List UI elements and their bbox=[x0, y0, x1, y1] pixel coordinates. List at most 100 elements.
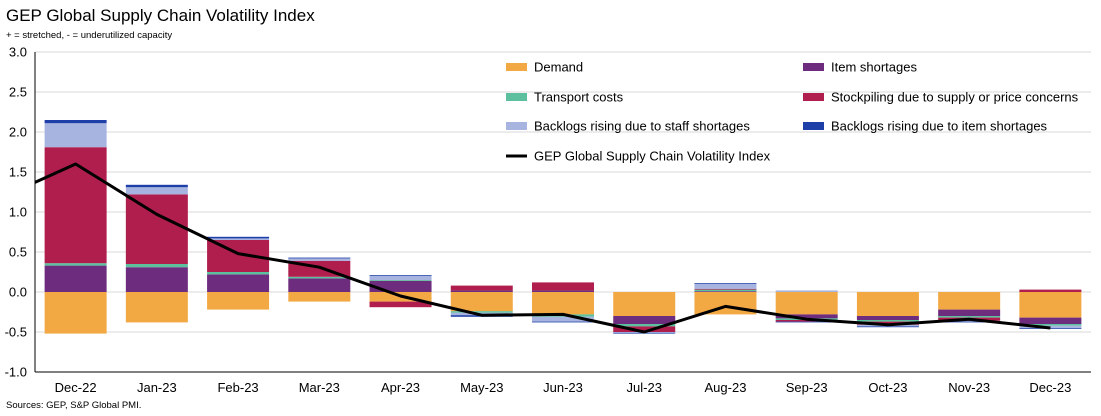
bar-segment bbox=[694, 289, 757, 292]
y-tick-label: 2.0 bbox=[9, 125, 27, 140]
bar-segment bbox=[125, 187, 188, 195]
legend-swatch bbox=[506, 122, 527, 130]
bar-segment bbox=[532, 290, 594, 292]
x-tick-label: Aug-23 bbox=[705, 380, 747, 395]
bar-segment bbox=[775, 290, 838, 292]
bar-segment bbox=[532, 282, 594, 291]
legend-label: GEP Global Supply Chain Volatility Index bbox=[534, 149, 771, 164]
legend-swatch bbox=[506, 93, 527, 101]
bar-segment bbox=[1019, 289, 1082, 292]
bar-segment bbox=[207, 272, 270, 275]
bar-segment bbox=[369, 280, 432, 281]
bar-segment bbox=[532, 321, 594, 323]
bar-segment bbox=[694, 291, 757, 292]
bar-segment bbox=[450, 285, 513, 291]
legend-swatch bbox=[803, 93, 824, 101]
y-tick-label: -1.0 bbox=[5, 365, 27, 380]
bar-segment bbox=[856, 321, 919, 325]
bar-segment bbox=[450, 292, 513, 312]
index-line bbox=[34, 162, 1051, 334]
legend-label: Item shortages bbox=[831, 60, 917, 75]
bar-segment bbox=[125, 194, 188, 264]
legend-label: Backlogs rising due to staff shortages bbox=[534, 119, 750, 134]
bar-segment bbox=[369, 280, 432, 292]
bar-segment bbox=[938, 309, 1001, 316]
bar-segment bbox=[44, 263, 107, 266]
bar-segment bbox=[694, 288, 757, 290]
bar-segment bbox=[288, 278, 351, 292]
bar-segment bbox=[775, 321, 838, 323]
x-tick-label: Oct-23 bbox=[868, 380, 907, 395]
x-tick-label: Feb-23 bbox=[217, 380, 258, 395]
bar-segment bbox=[207, 236, 270, 239]
bar-segment bbox=[938, 316, 1001, 318]
bar-segment bbox=[775, 320, 838, 322]
bar-segment bbox=[369, 301, 432, 308]
bar-segment bbox=[532, 316, 594, 322]
bar-segment bbox=[44, 120, 107, 124]
legend-label: Backlogs rising due to item shortages bbox=[831, 119, 1048, 134]
bar-segment bbox=[1019, 292, 1082, 318]
bar-segment bbox=[694, 284, 757, 289]
bar-segment bbox=[613, 326, 676, 332]
bar-segment bbox=[207, 292, 270, 310]
x-tick-label: Sep-23 bbox=[786, 380, 828, 395]
bar-segment bbox=[613, 292, 676, 316]
bar-segment bbox=[125, 292, 188, 323]
y-tick-label: 1.0 bbox=[9, 205, 27, 220]
bar-segment bbox=[125, 267, 188, 292]
legend-label: Demand bbox=[534, 60, 583, 75]
y-tick-label: 1.5 bbox=[9, 165, 27, 180]
chart-source: Sources: GEP, S&P Global PMI. bbox=[6, 400, 142, 411]
bar-segment bbox=[856, 292, 919, 316]
bar-segment bbox=[288, 258, 351, 261]
y-tick-label: 0.0 bbox=[9, 285, 27, 300]
bar-segment bbox=[1019, 324, 1082, 326]
bar-segment bbox=[1019, 328, 1082, 329]
y-tick-label: 2.5 bbox=[9, 85, 27, 100]
bar-segment bbox=[856, 326, 919, 328]
x-tick-label: Nov-23 bbox=[948, 380, 990, 395]
bar-segment bbox=[207, 238, 270, 240]
bar-segment bbox=[44, 292, 107, 334]
bar-segment bbox=[450, 311, 513, 313]
chart-subtitle: + = stretched, - = underutilized capacit… bbox=[6, 30, 173, 41]
x-tick-label: Jan-23 bbox=[137, 380, 177, 395]
y-tick-label: 0.5 bbox=[9, 245, 27, 260]
bar-segment bbox=[44, 147, 107, 264]
bar-segment bbox=[856, 320, 919, 322]
x-tick-label: May-23 bbox=[460, 380, 503, 395]
bar-segment bbox=[532, 292, 594, 315]
bar-segment bbox=[856, 316, 919, 320]
bar-segment bbox=[44, 265, 107, 292]
y-tick-label: -0.5 bbox=[5, 325, 27, 340]
bar-segment bbox=[775, 292, 838, 315]
legend-label: Stockpiling due to supply or price conce… bbox=[831, 90, 1079, 105]
bar-segment bbox=[369, 275, 432, 276]
bar-segment bbox=[207, 274, 270, 292]
bar-segment bbox=[694, 283, 757, 284]
x-tick-label: Jul-23 bbox=[627, 380, 662, 395]
bar-segment bbox=[938, 292, 1001, 310]
bar-segment bbox=[369, 276, 432, 280]
x-tick-label: Dec-22 bbox=[55, 380, 97, 395]
bar-segment bbox=[125, 184, 188, 188]
bar-segment bbox=[288, 276, 351, 279]
bar-segment bbox=[1019, 317, 1082, 324]
bar-segment bbox=[44, 123, 107, 148]
bar-segment bbox=[288, 292, 351, 302]
x-tick-label: Apr-23 bbox=[381, 380, 420, 395]
bar-segment bbox=[450, 290, 513, 292]
legend-label: Transport costs bbox=[534, 90, 624, 105]
bar-segment bbox=[938, 321, 1001, 323]
chart-title: GEP Global Supply Chain Volatility Index bbox=[6, 6, 315, 25]
bar-segment bbox=[613, 316, 676, 324]
bar-segment bbox=[613, 324, 676, 327]
legend-swatch bbox=[803, 122, 824, 130]
x-tick-label: Jun-23 bbox=[543, 380, 583, 395]
bar-segment bbox=[125, 264, 188, 268]
x-tick-label: Mar-23 bbox=[299, 380, 340, 395]
bar-segment bbox=[938, 320, 1001, 322]
y-tick-label: 3.0 bbox=[9, 45, 27, 60]
